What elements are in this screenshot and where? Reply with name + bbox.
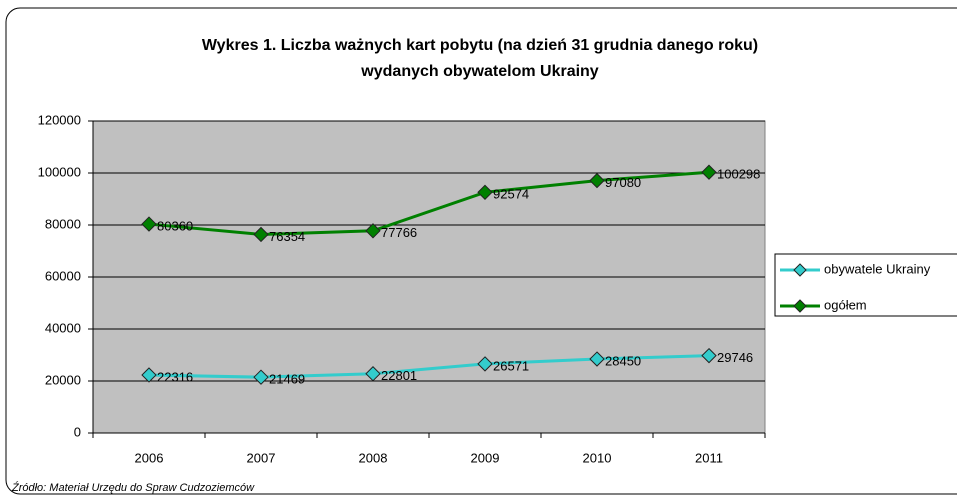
x-tick-label: 2007: [247, 450, 276, 465]
legend-label: ogółem: [824, 297, 867, 312]
data-label: 26571: [493, 358, 529, 373]
data-label: 28450: [605, 353, 641, 368]
source: Źródło: Materiał Urzędu do Spraw Cudzozi…: [11, 481, 255, 494]
marker: [477, 356, 493, 372]
data-label: 22316: [157, 369, 193, 384]
series-line: [148, 170, 710, 236]
chart-title: Wykres 1. Liczba ważnych kart pobytu (na…: [202, 37, 758, 54]
series-line: [148, 354, 710, 379]
data-label: 76354: [269, 229, 305, 244]
y-tick-label: 40000: [45, 320, 81, 335]
marker: [365, 223, 381, 239]
data-label: 21469: [269, 372, 305, 387]
x-tick-label: 2006: [135, 450, 164, 465]
data-label: 22801: [381, 368, 417, 383]
y-tick-label: 60000: [45, 268, 81, 283]
x-tick-label: 2011: [695, 450, 723, 465]
legend-marker: [793, 299, 807, 313]
marker: [141, 367, 157, 383]
x-tick-label: 2008: [359, 450, 388, 465]
legend-label: obywatele Ukrainy: [824, 261, 931, 276]
y-tick-label: 0: [74, 424, 81, 439]
marker: [253, 369, 269, 385]
data-label: 80360: [157, 219, 193, 234]
legend-marker: [793, 263, 807, 277]
chart-title: wydanych obywatelom Ukrainy: [360, 63, 599, 80]
marker: [701, 164, 717, 180]
y-tick-label: 20000: [45, 372, 81, 387]
data-label: 77766: [381, 225, 417, 240]
y-tick-label: 100000: [38, 164, 81, 179]
x-tick-label: 2010: [583, 450, 612, 465]
marker: [253, 226, 269, 243]
marker: [141, 216, 157, 232]
marker: [589, 172, 605, 189]
data-label: 100298: [717, 167, 760, 182]
data-label: 29746: [717, 350, 753, 365]
y-tick-label: 80000: [45, 216, 81, 231]
x-tick-label: 2009: [471, 450, 500, 465]
data-label: 97080: [605, 175, 641, 190]
marker: [477, 184, 493, 201]
marker: [701, 347, 717, 364]
marker: [589, 351, 605, 367]
y-tick-label: 120000: [38, 112, 81, 127]
data-label: 92574: [493, 187, 529, 202]
marker: [365, 366, 381, 382]
